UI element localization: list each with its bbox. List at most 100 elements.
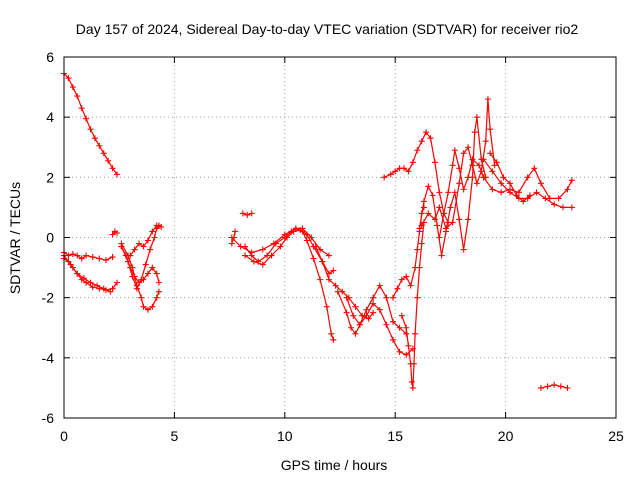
data-point xyxy=(420,204,427,211)
data-point xyxy=(487,126,494,133)
data-point xyxy=(489,186,496,193)
data-point xyxy=(465,216,472,223)
data-point xyxy=(129,273,136,280)
data-point xyxy=(445,189,452,196)
series-arc-17-19-c xyxy=(436,147,487,241)
series-arc-3h-up2 xyxy=(127,222,165,259)
data-point xyxy=(412,330,419,337)
data-point xyxy=(138,276,145,283)
data-point xyxy=(396,324,403,331)
data-point xyxy=(65,75,72,82)
data-point xyxy=(319,258,326,265)
data-point xyxy=(83,252,90,259)
data-point xyxy=(109,285,116,292)
series-trace xyxy=(337,285,407,335)
data-point xyxy=(447,204,454,211)
data-point xyxy=(325,252,332,259)
data-point xyxy=(69,84,76,91)
series-trace xyxy=(392,206,425,299)
data-point xyxy=(363,312,370,319)
data-point xyxy=(507,186,514,193)
series-trace xyxy=(120,242,160,311)
data-point xyxy=(398,276,405,283)
data-series xyxy=(61,70,575,391)
data-point xyxy=(144,270,151,277)
data-point xyxy=(281,231,288,238)
series-arc-12-15-a xyxy=(334,282,410,337)
data-point xyxy=(323,303,330,310)
data-point xyxy=(69,251,76,258)
data-point xyxy=(268,252,275,259)
data-point xyxy=(356,321,363,328)
data-point xyxy=(460,150,467,157)
series-trace xyxy=(438,149,485,239)
data-point xyxy=(520,198,527,205)
data-point xyxy=(100,285,107,292)
data-point xyxy=(250,258,257,265)
series-trace xyxy=(482,167,573,199)
data-point xyxy=(531,165,538,172)
data-point xyxy=(113,279,120,286)
data-point xyxy=(431,159,438,166)
data-point xyxy=(410,360,417,367)
data-point xyxy=(144,237,151,244)
data-point xyxy=(480,156,487,163)
data-point xyxy=(370,300,377,307)
data-point xyxy=(436,204,443,211)
data-point xyxy=(136,240,143,247)
data-point xyxy=(546,195,553,202)
data-point xyxy=(456,165,463,172)
data-point xyxy=(259,246,266,253)
data-point xyxy=(270,240,277,247)
data-point xyxy=(498,180,505,187)
data-point xyxy=(427,135,434,142)
data-point xyxy=(526,192,533,199)
data-point xyxy=(284,234,291,241)
data-point xyxy=(343,294,350,301)
data-point xyxy=(491,162,498,169)
x-tick-label: 0 xyxy=(60,428,68,444)
data-point xyxy=(524,174,531,181)
x-tick-label: 10 xyxy=(277,428,293,444)
data-point xyxy=(105,157,112,164)
tick-labels: 0 5 10 15 20 25 -6 -4 -2 0 2 4 6 xyxy=(42,49,624,444)
data-point xyxy=(348,324,355,331)
data-point xyxy=(423,129,430,136)
data-point xyxy=(334,288,341,295)
data-point xyxy=(352,330,359,337)
data-point xyxy=(133,285,140,292)
data-point xyxy=(383,321,390,328)
data-point xyxy=(153,222,160,229)
series-arc-early-points xyxy=(109,228,120,238)
data-point xyxy=(389,294,396,301)
x-tick-label: 5 xyxy=(171,428,179,444)
data-point xyxy=(153,270,160,277)
data-point xyxy=(425,183,432,190)
data-point xyxy=(228,240,235,247)
data-point xyxy=(394,285,401,292)
data-point xyxy=(242,252,249,259)
data-point xyxy=(244,211,251,218)
data-point xyxy=(456,180,463,187)
data-point xyxy=(149,264,156,271)
data-point xyxy=(96,142,103,149)
data-point xyxy=(149,303,156,310)
data-point xyxy=(489,168,496,175)
data-point xyxy=(476,162,483,169)
data-point xyxy=(158,223,165,230)
data-point xyxy=(248,210,255,217)
series-arc-early-low-c xyxy=(61,252,114,295)
data-point xyxy=(140,243,147,250)
data-point xyxy=(350,312,357,319)
data-point xyxy=(416,225,423,232)
series-arc-8-12-a xyxy=(242,225,337,343)
data-point xyxy=(418,240,425,247)
data-point xyxy=(524,195,531,202)
data-point xyxy=(414,294,421,301)
data-point xyxy=(113,229,120,236)
data-point xyxy=(537,384,544,391)
data-point xyxy=(389,336,396,343)
data-point xyxy=(352,303,359,310)
data-point xyxy=(568,177,575,184)
data-point xyxy=(155,279,162,286)
